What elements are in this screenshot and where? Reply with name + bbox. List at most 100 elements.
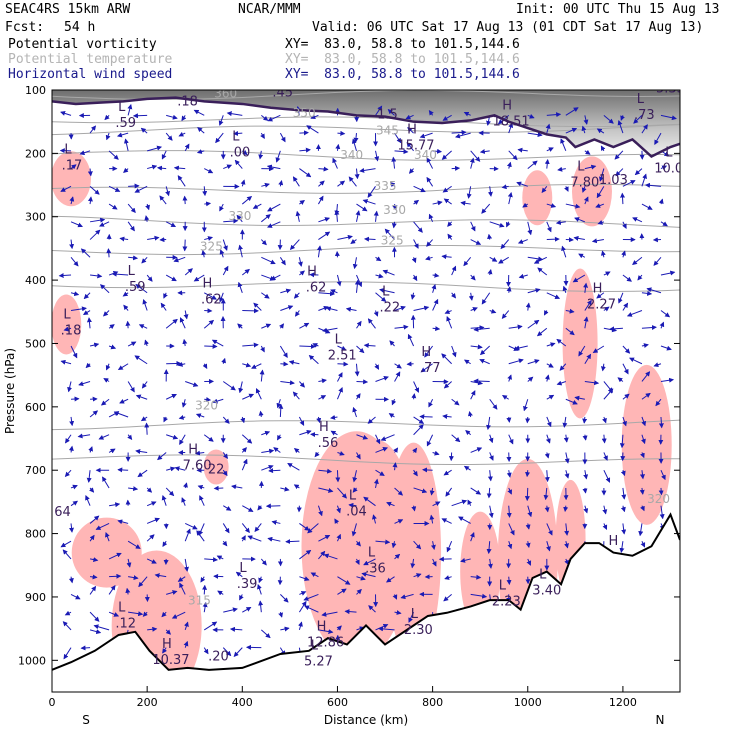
wind-vector: [108, 344, 117, 350]
wind-vector: [336, 625, 342, 631]
wind-vector: [583, 505, 589, 514]
wind-vector: [196, 149, 205, 154]
wind-vector: [183, 482, 188, 489]
wind-vector: [618, 292, 624, 304]
wind-vector: [70, 306, 87, 312]
wind-vector: [638, 523, 644, 537]
wind-vector: [128, 183, 140, 189]
wind-vector: [653, 256, 662, 266]
wind-vector: [525, 523, 531, 530]
wind-vector: [63, 647, 72, 660]
wind-vector: [89, 185, 100, 195]
wind-vector: [425, 255, 433, 261]
wind-vector: [154, 573, 167, 579]
wind-vector: [293, 447, 300, 454]
pv-marker: H18.51: [492, 99, 529, 130]
wind-vector: [527, 319, 540, 329]
wind-vector: [641, 290, 653, 296]
wind-vector: [426, 176, 434, 187]
wind-vector: [70, 396, 80, 402]
wind-vector: [70, 291, 80, 297]
wind-vector: [162, 647, 168, 654]
wind-vector: [363, 343, 376, 349]
pv-marker-value: 15.77: [397, 139, 434, 154]
wind-vector: [413, 381, 420, 393]
field-pt-xy: XY= 83.0, 58.8 to 101.5,144.6: [285, 52, 520, 67]
wind-vector: [620, 115, 625, 121]
wind-vector: [146, 487, 153, 493]
wind-vector: [127, 103, 133, 116]
wind-vector: [279, 132, 286, 143]
wind-vector: [375, 447, 388, 453]
wind-vector: [583, 115, 589, 125]
wind-vector: [543, 487, 549, 501]
wind-vector: [507, 191, 513, 205]
wind-vector: [413, 199, 420, 205]
wind-vector: [70, 256, 79, 267]
wind-vector: [391, 221, 397, 229]
wind-vector: [574, 395, 585, 401]
wind-vector: [316, 416, 322, 424]
pv-marker: H.56: [318, 420, 339, 451]
wind-vector: [261, 214, 271, 223]
wind-vector: [127, 540, 141, 549]
wind-vector: [507, 487, 513, 495]
wind-vector: [145, 203, 150, 211]
wind-vector: [470, 344, 483, 350]
wind-vector: [261, 430, 271, 436]
wind-vector: [70, 593, 81, 600]
pv-patch: [562, 268, 598, 419]
wind-vector: [564, 523, 570, 536]
wind-vector: [375, 292, 387, 302]
y-tick-label: 700: [25, 464, 46, 477]
wind-vector: [241, 268, 250, 276]
theta-label: 315: [188, 594, 211, 608]
wind-vector: [69, 239, 75, 250]
wind-vector: [318, 217, 330, 223]
wind-vector: [179, 434, 186, 446]
wind-vector: [600, 145, 606, 152]
pv-value-label: 1.03: [599, 173, 628, 188]
wind-vector: [578, 253, 586, 259]
pv-marker-type: L: [64, 142, 72, 157]
wind-vector: [253, 302, 262, 311]
pv-marker: H.18: [177, 90, 198, 109]
wind-vector: [422, 467, 433, 473]
pv-marker: H.62: [306, 265, 327, 296]
wind-vector: [641, 173, 647, 187]
pv-marker: L.36: [365, 545, 386, 576]
wind-vector: [197, 127, 205, 134]
wind-vector: [196, 530, 205, 542]
wind-vector: [242, 393, 255, 400]
wind-vector: [392, 203, 398, 211]
y-tick-label: 500: [25, 337, 46, 350]
wind-vector: [181, 115, 187, 122]
wind-vector: [222, 647, 232, 657]
wind-vector: [429, 487, 435, 496]
pv-marker-type: H: [502, 99, 512, 114]
pv-marker: L.73: [634, 92, 655, 123]
wind-vector: [443, 198, 452, 205]
wind-vector: [408, 168, 415, 174]
wind-vector: [446, 540, 453, 553]
wind-vector: [584, 299, 592, 311]
wind-vector: [479, 345, 491, 356]
wind-vector: [222, 540, 228, 547]
wind-vector: [354, 363, 360, 377]
wind-vector: [451, 499, 468, 507]
theta-contour: [52, 454, 680, 465]
wind-vector: [202, 186, 208, 197]
wind-vector: [202, 363, 208, 370]
field-pt-name: Potential temperature: [8, 52, 173, 67]
pv-marker: L2.30: [404, 607, 433, 638]
wind-vector: [460, 557, 471, 563]
wind-vector: [106, 248, 112, 258]
wind-vector: [268, 468, 281, 474]
wind-vector: [89, 585, 97, 595]
wind-vector: [182, 338, 188, 347]
wind-vector: [166, 114, 178, 120]
wind-vector: [194, 450, 205, 456]
wind-vector: [546, 203, 557, 208]
wind-vector: [204, 236, 214, 241]
wind-vector: [634, 168, 643, 176]
